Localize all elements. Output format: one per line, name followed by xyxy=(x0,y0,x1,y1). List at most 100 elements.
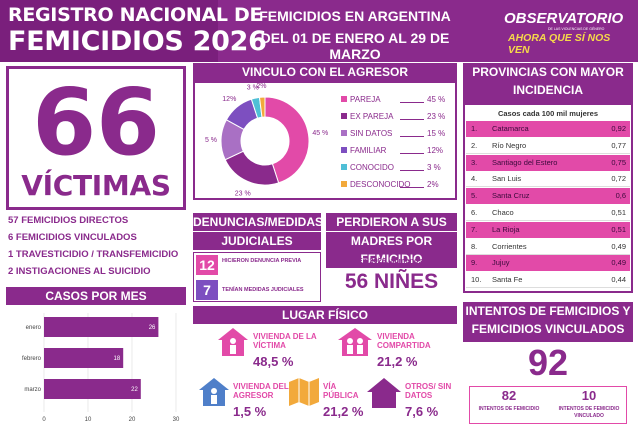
vinculo-panel: 45 % 23 % 15 % 12% 3 % 2% PAREJA 45 % EX PAREJA… xyxy=(193,81,457,200)
provincias-title-box: PROVINCIAS CON MAYOR INCIDENCIA xyxy=(463,63,633,103)
donut-slice-label: 2% xyxy=(256,83,266,90)
observatorio-logo: OBSERVATORIO DE LAS VIOLENCIAS DE GÉNERO… xyxy=(504,10,634,56)
province-row: 4. San Luis 0,72 xyxy=(466,171,630,188)
provincias-panel: Casos cada 100 mil mujeres xyxy=(463,103,633,293)
map-icon xyxy=(289,378,319,406)
legend-swatch xyxy=(341,164,347,170)
province-rank: 2. xyxy=(471,140,478,150)
legend-swatch xyxy=(341,96,347,102)
logo-sub: AHORA QUE SÍ NOS VEN xyxy=(508,32,611,56)
legend-leader-line xyxy=(400,136,424,137)
logo-small: DE LAS VIOLENCIAS DE GÉNERO xyxy=(548,27,605,31)
lugar-agresor-pct: 1,5 % xyxy=(233,404,267,419)
province-value: 0,51 xyxy=(611,208,626,217)
province-rank: 6. xyxy=(471,208,478,217)
lugar-victima-label1: VIVIENDA DE LA xyxy=(253,332,317,341)
province-name: Corrientes xyxy=(492,241,527,251)
province-row: 2. Río Negro 0,77 xyxy=(466,137,630,154)
category-label: febrero xyxy=(22,356,42,362)
lugar-agresor-label1: VIVIENDA DEL xyxy=(233,382,289,391)
casos-mes-chart: 0 10 20 30 enero 26 febrero 18 marzo 22 xyxy=(22,313,180,423)
legend-pct: 45 % xyxy=(427,95,446,104)
province-row: 10. Santa Fe 0,44 xyxy=(466,272,630,289)
province-value: 0,77 xyxy=(611,140,626,150)
lugar-otros-pct: 7,6 % xyxy=(405,404,439,419)
intentos-vinculado-label2: VINCULADO xyxy=(574,413,604,419)
donut-slice-label: 45 % xyxy=(312,130,328,137)
title-line2: FEMICIDIOS 2026 xyxy=(8,26,267,57)
province-value: 0,6 xyxy=(615,191,626,201)
province-name: Santa Cruz xyxy=(492,191,530,201)
province-name: Chaco xyxy=(492,208,514,217)
madres-count: 56 NIÑES xyxy=(344,270,439,293)
madres-panel: En 2026, al menos: 56 NIÑES xyxy=(326,252,457,302)
legend-swatch xyxy=(341,130,347,136)
victims-count: 66 xyxy=(32,69,160,176)
subtitle-line1: FEMICIDIOS EN ARGENTINA xyxy=(259,8,451,24)
x-tick-label: 30 xyxy=(173,417,180,423)
province-value: 0,51 xyxy=(611,224,626,234)
province-value: 0,44 xyxy=(611,275,626,285)
legend-pct: 2% xyxy=(427,180,439,189)
shared-house-icon xyxy=(338,328,372,356)
intentos-title-box: INTENTOS DE FEMICIDIOS Y FEMICIDIOS VINC… xyxy=(463,302,633,342)
provincias-subtitle: Casos cada 100 mil mujeres xyxy=(497,109,599,118)
denuncia-previa-label: HICIERON DENUNCIA PREVIA xyxy=(222,258,302,264)
province-rank: 10. xyxy=(471,275,482,285)
legend-swatch xyxy=(341,147,347,153)
provincias-title-line1: PROVINCIAS CON MAYOR xyxy=(472,65,624,79)
x-tick-label: 0 xyxy=(42,417,46,423)
legend-pct: 12% xyxy=(427,146,444,155)
medidas-judiciales-count: 7 xyxy=(196,280,218,300)
legend-swatch xyxy=(341,113,347,119)
legend-label: PAREJA xyxy=(350,95,381,104)
intentos-vinculado-label1: INTENTOS DE FEMICIDIO xyxy=(558,406,620,412)
victims-box: 66 VÍCTIMAS xyxy=(6,66,186,210)
province-rank: 8. xyxy=(471,241,478,251)
intentos-title-line2: FEMICIDIOS VINCULADOS xyxy=(471,322,625,336)
intentos-femicidio-label: INTENTOS DE FEMICIDIO xyxy=(478,406,540,412)
denuncia-previa-count: 12 xyxy=(196,255,218,275)
province-name: Catamarca xyxy=(492,124,529,133)
intentos-total: 92 xyxy=(527,342,569,383)
legend-pct: 3 % xyxy=(427,163,441,172)
lugar-otros-label1: OTROS/ SIN xyxy=(405,382,452,391)
lugar-compartida-label1: VIVIENDA xyxy=(377,332,415,341)
victims-item: 1 TRAVESTICIDIO / TRANSFEMICIDIO xyxy=(8,249,179,260)
legend-label: FAMILIAR xyxy=(350,146,387,155)
logo-main: OBSERVATORIO xyxy=(504,10,624,27)
legend-label: CONOCIDO xyxy=(350,163,394,172)
category-label: enero xyxy=(26,325,42,331)
subtitle-line2: DEL 01 DE ENERO AL 29 DE MARZO xyxy=(260,30,450,62)
province-row: 6. Chaco 0,51 xyxy=(466,205,630,221)
province-name: La Rioja xyxy=(492,224,520,234)
province-row: 8. Corrientes 0,49 xyxy=(466,238,630,255)
victims-item: 2 INSTIGACIONES AL SUICIDIO xyxy=(8,266,151,277)
lugar-via-label2: PÚBLICA xyxy=(323,391,359,400)
lugar-compartida-pct: 21,2 % xyxy=(377,354,418,369)
lugar-otros-label2: DATOS xyxy=(405,391,433,400)
legend-swatch xyxy=(341,181,347,187)
lugar-victima-pct: 48,5 % xyxy=(253,354,294,369)
province-row: 5. Santa Cruz 0,6 xyxy=(466,188,630,205)
denuncias-panel: 12 HICIERON DENUNCIA PREVIA 7 TENÍAN MED… xyxy=(193,252,321,302)
donut-slice-label: 23 % xyxy=(235,190,251,197)
province-value: 0,49 xyxy=(611,258,626,268)
lugar-agresor-label2: AGRESOR xyxy=(233,391,274,400)
lugar-via-label1: VÍA xyxy=(323,382,337,391)
madres-title-line2: MADRES POR FEMICIDIO xyxy=(326,232,457,268)
category-label: marzo xyxy=(24,387,41,393)
province-value: 0,72 xyxy=(611,174,626,184)
bar-value-label: 22 xyxy=(131,387,138,393)
donut-slice-label: 15 % xyxy=(205,137,217,144)
other-house-icon xyxy=(367,378,401,408)
bar xyxy=(44,317,159,337)
province-value: 0,75 xyxy=(611,157,626,167)
vinculo-title: VINCULO CON EL AGRESOR xyxy=(193,63,457,81)
legend-label: EX PAREJA xyxy=(350,112,394,121)
denuncias-title-line2: JUDICIALES xyxy=(193,232,321,250)
legend-label: SIN DATOS xyxy=(350,129,393,138)
madres-title-line1: PERDIERON A SUS xyxy=(326,213,457,231)
province-row: 7. La Rioja 0,51 xyxy=(466,221,630,238)
agressor-house-icon xyxy=(199,378,229,406)
